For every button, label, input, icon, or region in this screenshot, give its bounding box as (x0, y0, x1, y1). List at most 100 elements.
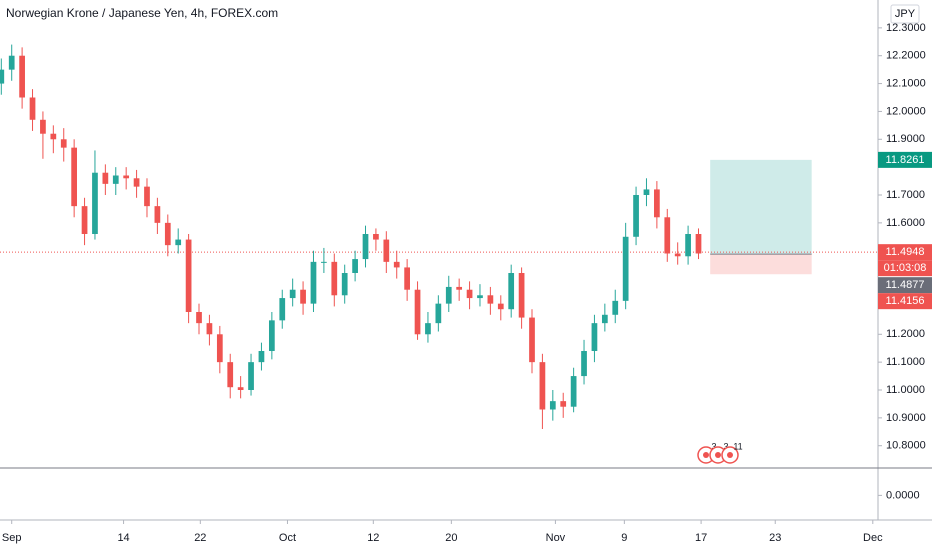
event-dot (727, 452, 733, 458)
candle-body (414, 289, 421, 335)
candle-body (560, 401, 567, 407)
candle-body (0, 69, 5, 84)
y-tick-label: 10.8000 (886, 440, 926, 452)
stop-label-box (878, 293, 932, 310)
lower-y-tick-label: 0.0000 (886, 489, 920, 501)
candle-body (362, 234, 369, 260)
entry-label-box (878, 277, 932, 294)
currency-box[interactable] (890, 4, 920, 24)
candle-body (529, 317, 535, 363)
event-label: 3 (711, 441, 716, 451)
candle-body (373, 234, 379, 240)
candle-body (435, 303, 442, 324)
x-tick-label: Sep (2, 532, 22, 544)
candle-body (466, 289, 473, 299)
candle-body (341, 273, 348, 296)
candle-body (425, 323, 431, 335)
candle-body (50, 133, 57, 140)
x-tick-label: Nov (546, 532, 566, 544)
last-price-label: 11.4948 (886, 246, 925, 258)
candle-body (268, 320, 275, 351)
candle-body (331, 261, 338, 296)
candle-body (19, 55, 25, 98)
candle-body (633, 195, 639, 237)
candle-body (497, 303, 504, 310)
candle-body (102, 172, 109, 184)
candle-body (289, 289, 296, 299)
candle-body (175, 239, 182, 246)
candle-body (144, 186, 150, 207)
x-tick-label: 12 (367, 532, 379, 544)
entry-label: 11.4877 (886, 279, 925, 291)
candle-body (164, 222, 171, 246)
x-tick-label: 14 (117, 532, 129, 544)
candle-body (279, 298, 286, 321)
y-tick-label: 11.0000 (886, 384, 925, 396)
candle-body (300, 289, 306, 304)
candle-body (81, 206, 88, 234)
countdown-box (878, 260, 932, 277)
x-tick-label: 20 (445, 532, 457, 544)
candle-body (383, 239, 390, 262)
stop-label: 11.4156 (886, 295, 925, 307)
candle-body (71, 147, 78, 207)
y-tick-label: 12.2000 (886, 50, 926, 62)
candle-body (196, 312, 202, 324)
candle-body (456, 286, 463, 290)
candle-body (227, 362, 234, 388)
candle-body (237, 387, 244, 390)
candle-body (622, 236, 629, 301)
x-tick-label: Oct (279, 532, 296, 544)
candle-body (133, 178, 140, 187)
candle-body (612, 300, 619, 315)
event-label: 3 (723, 441, 728, 451)
target-label: 11.8261 (886, 154, 925, 166)
last-price-label-box (878, 244, 932, 261)
candle-body (685, 234, 691, 257)
candle-body (570, 376, 577, 407)
candle-body (154, 206, 161, 223)
y-tick-label: 11.6000 (886, 217, 925, 229)
candle-body (123, 175, 130, 179)
candle-body (92, 172, 98, 234)
candle-body (206, 323, 213, 335)
candle-body (393, 261, 400, 268)
candle-body (654, 189, 660, 218)
candle-body (310, 261, 317, 304)
candle-body (404, 267, 410, 290)
event-label: 11 (733, 441, 742, 451)
candle-body (518, 273, 525, 318)
currency-label[interactable]: JPY (895, 8, 916, 20)
candle-body (601, 314, 608, 324)
x-tick-label: 17 (695, 532, 707, 544)
countdown-label: 01:03:08 (884, 262, 927, 274)
event-dot (703, 452, 709, 458)
candle-body (8, 55, 15, 70)
y-tick-label: 11.9000 (886, 133, 925, 145)
candle-body (60, 139, 67, 148)
candle-body (591, 323, 598, 351)
x-tick-label: Dec (863, 532, 883, 544)
y-tick-label: 11.1000 (886, 356, 925, 368)
candle-body (487, 295, 494, 304)
candle-body (185, 239, 192, 312)
y-tick-label: 11.2000 (886, 328, 925, 340)
chart-title: Norwegian Krone / Japanese Yen, 4h, FORE… (6, 6, 278, 20)
candle-body (216, 334, 223, 363)
candle-body (549, 401, 556, 410)
candle-body (539, 362, 546, 410)
candle-body (674, 253, 681, 257)
y-tick-label: 12.0000 (886, 105, 926, 117)
target-label-box (878, 151, 932, 168)
x-tick-label: 22 (194, 532, 206, 544)
candle-body (445, 286, 452, 304)
x-tick-label: 9 (621, 532, 627, 544)
event-dot (715, 452, 721, 458)
y-tick-label: 12.1000 (886, 77, 926, 89)
candle-body (664, 217, 671, 254)
candle-body (321, 261, 327, 263)
candle-body (508, 273, 515, 310)
y-tick-label: 12.3000 (886, 22, 926, 34)
